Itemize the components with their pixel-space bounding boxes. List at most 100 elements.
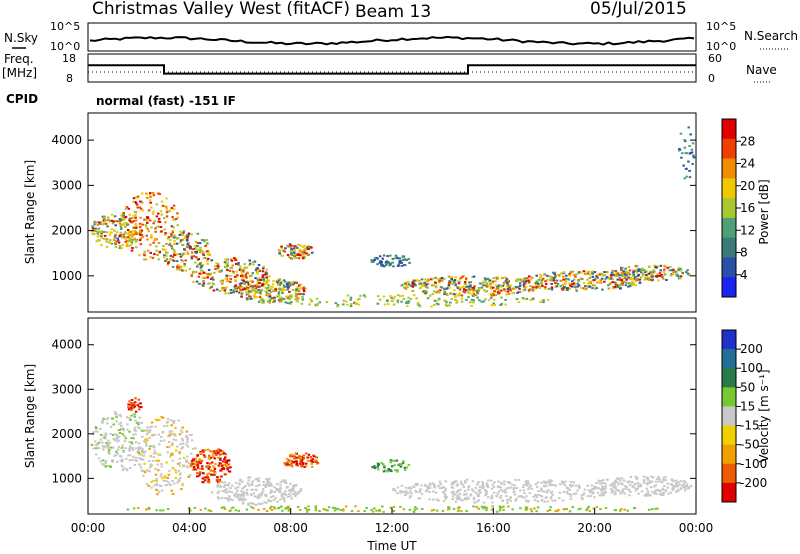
range-gate-cell (248, 259, 251, 262)
range-gate-cell (205, 476, 208, 479)
range-gate-cell (439, 286, 443, 288)
range-gate-cell (424, 289, 428, 292)
range-gate-cell (284, 280, 287, 283)
range-gate-cell (285, 302, 289, 305)
range-gate-cell (202, 257, 206, 260)
range-gate-cell (525, 507, 529, 510)
range-gate-cell (305, 252, 308, 255)
range-gate-cell (104, 437, 107, 440)
range-gate-cell (284, 463, 288, 466)
range-gate-cell (564, 281, 567, 284)
range-gate-cell (222, 287, 226, 289)
range-gate-cell (256, 495, 259, 498)
range-gate-cell (525, 484, 529, 487)
range-gate-cell (517, 495, 520, 498)
range-gate-cell (430, 284, 434, 287)
range-gate-cell (158, 418, 161, 421)
range-gate-cell (568, 282, 571, 285)
range-gate-cell (171, 230, 174, 233)
range-gate-cell (288, 290, 291, 293)
range-gate-cell (505, 487, 508, 490)
range-gate-cell (114, 242, 117, 244)
range-gate-cell (221, 286, 224, 289)
range-gate-cell (282, 279, 286, 282)
range-gate-cell (589, 490, 592, 493)
range-gate-cell (128, 237, 132, 240)
range-gate-cell (281, 509, 284, 512)
range-gate-cell (256, 285, 259, 288)
range-gate-cell (118, 218, 122, 220)
range-gate-cell (168, 431, 172, 434)
range-gate-cell (207, 467, 210, 470)
range-gate-cell (294, 495, 297, 497)
range-gate-cell (184, 269, 188, 272)
colorbar-frame (721, 329, 737, 503)
range-gate-cell (150, 206, 153, 209)
range-gate-cell (91, 230, 94, 233)
range-gate-cell (499, 304, 502, 306)
range-gate-cell (284, 493, 288, 496)
range-gate-cell (472, 498, 476, 501)
range-gate-cell (138, 229, 142, 232)
range-gate-cell (286, 457, 289, 460)
range-gate-cell (456, 494, 459, 497)
range-gate-cell (280, 282, 284, 285)
range-gate-cell (488, 283, 492, 286)
range-gate-cell (129, 244, 132, 247)
range-gate-cell (466, 496, 469, 499)
range-gate-cell (201, 276, 205, 279)
range-gate-cell (171, 453, 174, 456)
range-gate-cell (662, 277, 665, 280)
range-gate-cell (246, 288, 249, 291)
range-gate-cell (662, 476, 665, 479)
range-gate-cell (109, 433, 112, 436)
range-gate-cell (576, 282, 579, 285)
range-gate-cell (625, 485, 628, 488)
range-gate-cell (544, 287, 547, 290)
range-gate-cell (140, 421, 144, 424)
range-gate-cell (223, 463, 227, 466)
range-gate-cell (217, 448, 220, 451)
range-gate-cell (102, 417, 105, 420)
range-gate-cell (646, 477, 649, 480)
range-gate-cell (241, 487, 244, 490)
range-gate-cell (138, 408, 141, 411)
range-gate-cell (282, 284, 286, 287)
range-gate-cell (662, 491, 666, 494)
range-gate-cell (370, 508, 373, 511)
range-gate-cell (290, 295, 293, 298)
range-gate-cell (646, 483, 649, 486)
range-gate-cell (148, 194, 152, 197)
range-gate-cell (256, 283, 260, 285)
range-gate-cell (214, 265, 217, 268)
range-gate-cell (150, 226, 153, 229)
range-gate-cell (139, 232, 142, 235)
range-gate-cell (236, 274, 239, 276)
range-gate-cell (130, 399, 134, 401)
range-gate-cell (663, 485, 666, 487)
range-gate-cell (166, 476, 169, 479)
range-gate-cell (199, 266, 203, 269)
range-gate-cell (622, 270, 625, 273)
range-gate-cell (555, 279, 559, 282)
range-gate-cell (424, 278, 427, 281)
range-gate-cell (242, 497, 246, 500)
range-gate-cell (140, 229, 144, 232)
range-gate-cell (111, 222, 115, 225)
range-gate-cell (408, 261, 411, 264)
range-gate-cell (200, 459, 204, 462)
range-gate-cell (265, 501, 268, 504)
range-gate-cell (517, 301, 521, 304)
range-gate-cell (680, 487, 683, 490)
range-gate-cell (127, 408, 131, 411)
range-gate-cell (594, 486, 598, 489)
range-gate-cell (548, 483, 552, 486)
range-gate-cell (288, 243, 292, 246)
range-gate-cell (386, 470, 389, 473)
range-gate-cell (587, 489, 591, 492)
range-gate-cell (492, 277, 495, 280)
range-gate-cell (652, 269, 656, 272)
range-gate-cell (609, 282, 612, 285)
range-gate-cell (505, 281, 509, 284)
range-gate-cell (675, 484, 679, 487)
